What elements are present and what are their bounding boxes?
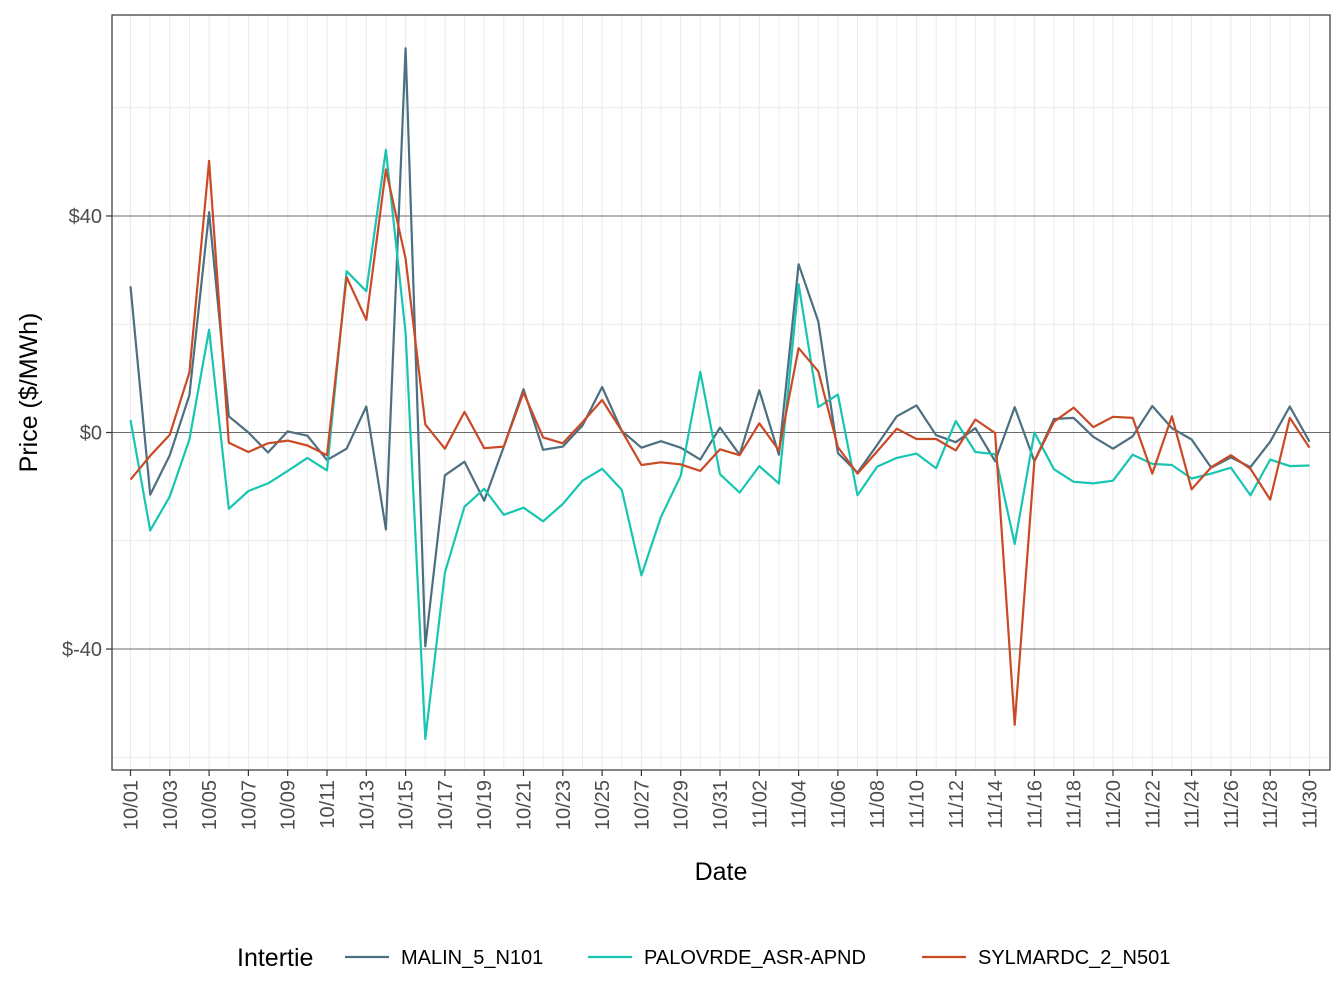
y-tick-label: $40 xyxy=(69,206,102,228)
x-tick-label: 10/27 xyxy=(631,780,653,830)
x-tick-label: 11/16 xyxy=(1024,780,1046,829)
x-tick-label: 10/25 xyxy=(592,780,614,830)
x-tick-label: 11/18 xyxy=(1064,780,1086,829)
x-tick-label: 11/02 xyxy=(749,780,771,829)
x-tick-label: 11/22 xyxy=(1142,780,1164,829)
x-tick-label: 11/20 xyxy=(1103,780,1125,829)
x-tick-label: 10/03 xyxy=(160,780,182,830)
x-tick-label: 10/29 xyxy=(671,780,693,830)
x-tick-label: 10/09 xyxy=(278,780,300,830)
x-tick-label: 11/26 xyxy=(1221,780,1243,829)
x-tick-label: 11/06 xyxy=(828,780,850,829)
series-line xyxy=(129,148,1310,741)
plot-panel-border xyxy=(111,14,1331,771)
legend-title: Intertie xyxy=(237,944,313,972)
legend-item-label: PALOVRDE_ASR-APND xyxy=(644,947,866,969)
x-tick-label: 10/13 xyxy=(356,780,378,830)
x-tick-label: 10/01 xyxy=(121,780,143,830)
y-tick-label: $0 xyxy=(80,423,102,445)
x-tick-label: 10/05 xyxy=(199,780,221,830)
x-tick-label: 11/10 xyxy=(907,780,929,829)
legend: Intertie MALIN_5_N101 PALOVRDE_ASR-APND SY… xyxy=(237,944,1170,972)
x-tick-label: 10/15 xyxy=(396,780,418,830)
x-tick-label: 11/14 xyxy=(985,780,1007,829)
x-axis-title: Date xyxy=(695,858,748,886)
x-tick-label: 10/23 xyxy=(553,780,575,830)
x-tick-label: 10/11 xyxy=(317,780,339,829)
y-axis-title: Price ($/MWh) xyxy=(15,313,43,473)
y-axis: $40 $0 $-40 xyxy=(62,206,112,661)
legend-item-label: MALIN_5_N101 xyxy=(401,947,543,969)
series-lines xyxy=(129,47,1311,741)
x-tick-label: 11/24 xyxy=(1182,780,1204,829)
x-tick-label: 10/17 xyxy=(435,780,457,830)
y-tick-label: $-40 xyxy=(62,639,102,661)
x-tick-label: 11/08 xyxy=(867,780,889,829)
x-tick-label: 11/30 xyxy=(1300,780,1322,829)
x-tick-label: 10/21 xyxy=(514,780,536,830)
x-tick-label: 10/19 xyxy=(474,780,496,830)
major-gridlines xyxy=(112,215,1330,650)
x-tick-label: 11/12 xyxy=(946,780,968,829)
x-tick-label: 10/31 xyxy=(710,780,732,830)
x-tick-label: 11/28 xyxy=(1260,780,1282,829)
x-tick-label: 10/07 xyxy=(238,780,260,830)
legend-item-label: SYLMARDC_2_N501 xyxy=(978,947,1170,969)
minor-gridlines xyxy=(112,15,1330,770)
x-tick-label: 11/04 xyxy=(789,780,811,829)
series-line xyxy=(129,159,1311,726)
x-axis: 10/01 10/03 10/05 10/07 10/09 10/11 10/13 10/15… xyxy=(121,770,1322,830)
